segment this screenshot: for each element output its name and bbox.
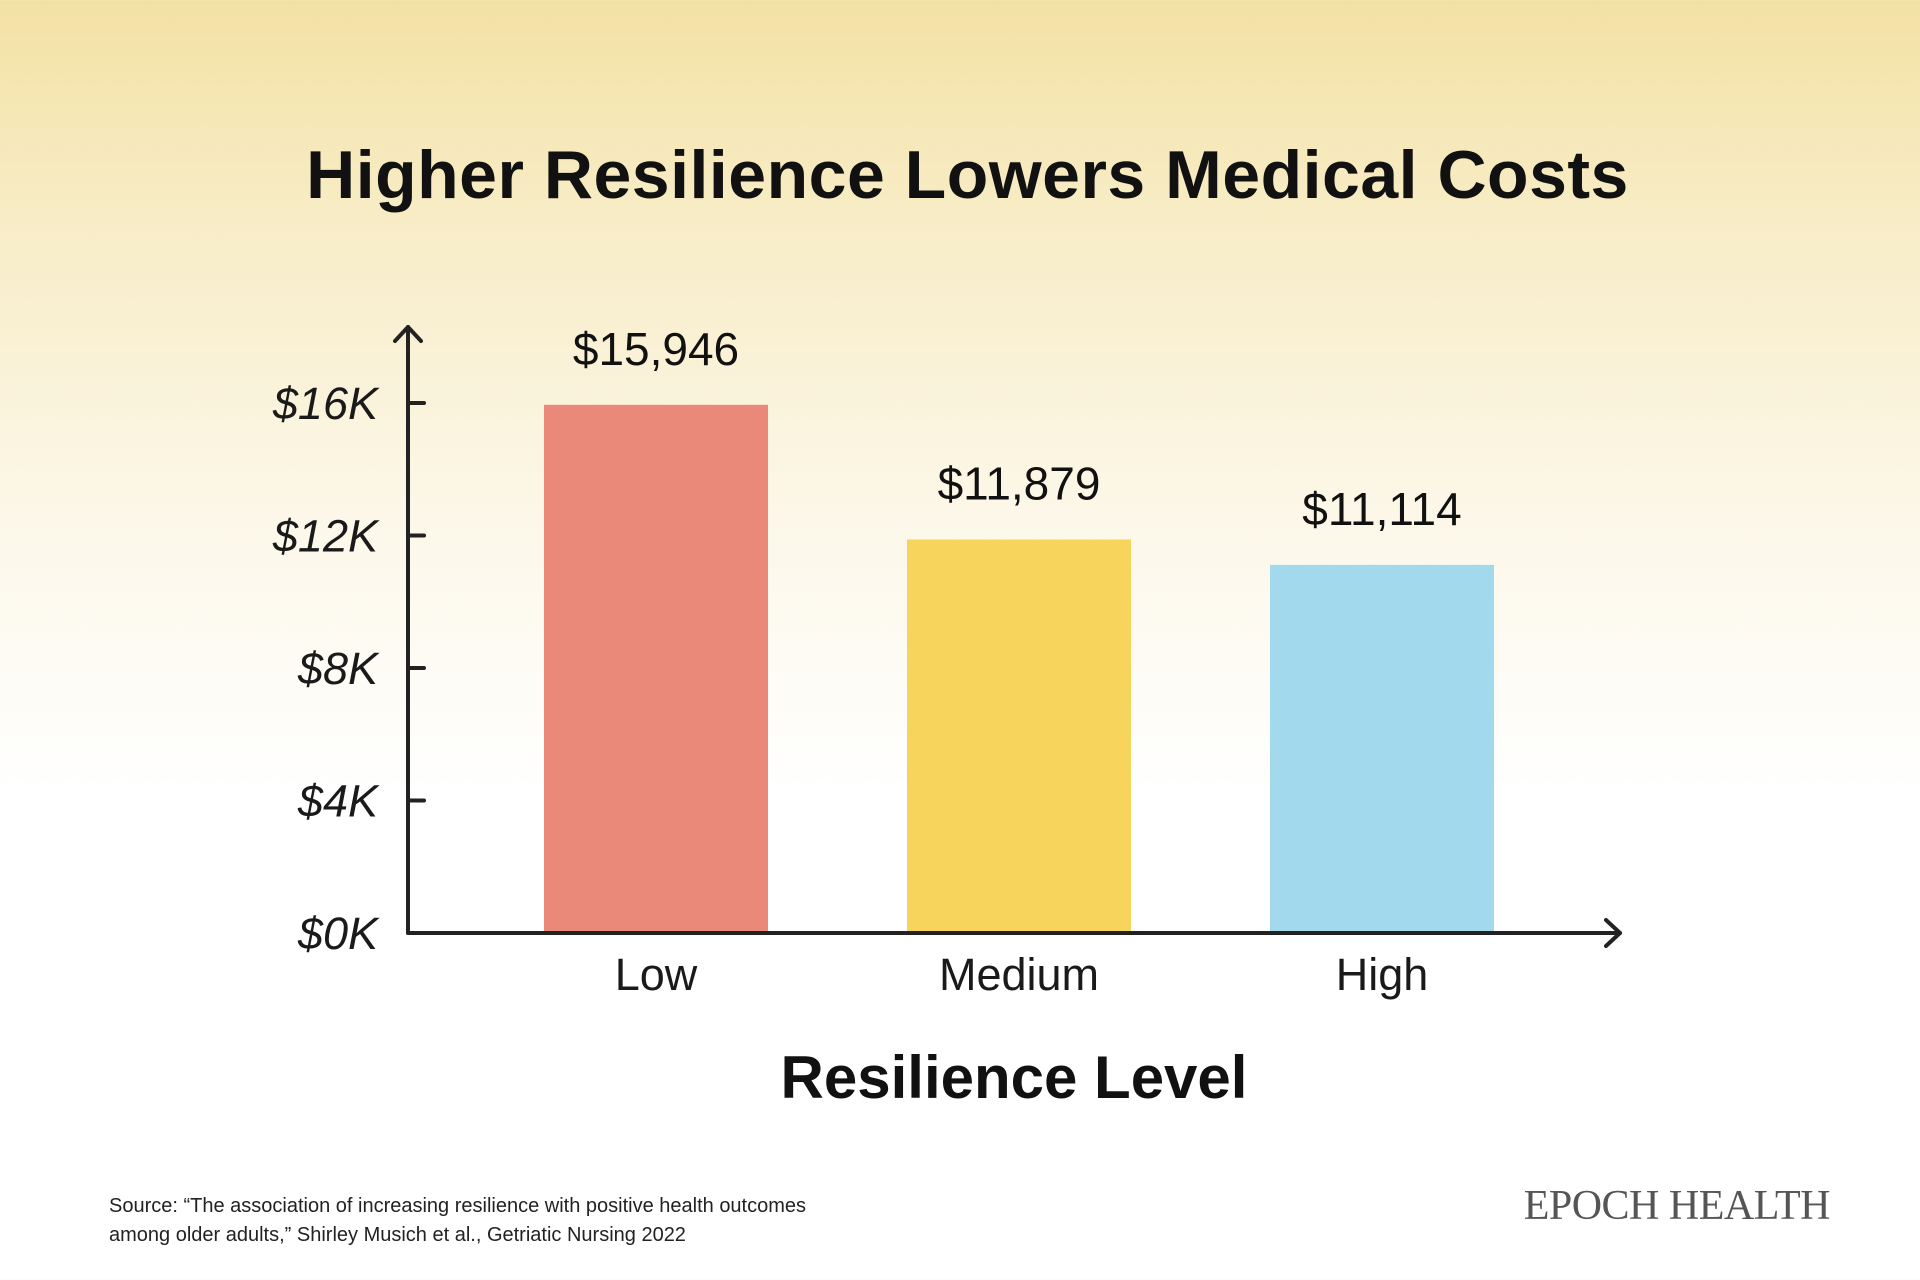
value-label-medium: $11,879 (938, 458, 1101, 510)
value-label-low: $15,946 (573, 323, 739, 375)
y-tick-label: $16K (272, 378, 380, 429)
source-line-1: Source: “The association of increasing r… (109, 1195, 807, 1217)
bar-medium (907, 539, 1131, 933)
x-tick-label-medium: Medium (939, 949, 1099, 1000)
y-tick-label: $0K (297, 908, 380, 959)
x-axis-title: Resilience Level (781, 1044, 1248, 1111)
chart-title: Higher Resilience Lowers Medical Costs (306, 137, 1629, 213)
bar-low (544, 404, 768, 933)
source-citation: Source: “The association of increasing r… (109, 1192, 1009, 1250)
y-axis-arrow (393, 325, 423, 343)
y-tick-label: $4K (297, 776, 380, 827)
x-tick-label-low: Low (615, 949, 698, 1000)
bar-high (1270, 564, 1494, 933)
y-tick-label: $12K (272, 511, 380, 562)
value-label-high: $11,114 (1302, 483, 1461, 535)
brand-logo: EPOCH HEALTH (1523, 1183, 1831, 1229)
x-axis-arrow (1604, 918, 1622, 948)
x-tick-label-high: High (1336, 949, 1429, 1000)
y-tick-label: $8K (297, 643, 380, 694)
source-line-2: among older adults,” Shirley Musich et a… (109, 1224, 686, 1246)
